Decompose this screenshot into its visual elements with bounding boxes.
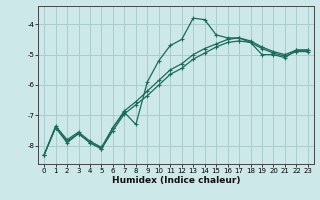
X-axis label: Humidex (Indice chaleur): Humidex (Indice chaleur) <box>112 176 240 185</box>
